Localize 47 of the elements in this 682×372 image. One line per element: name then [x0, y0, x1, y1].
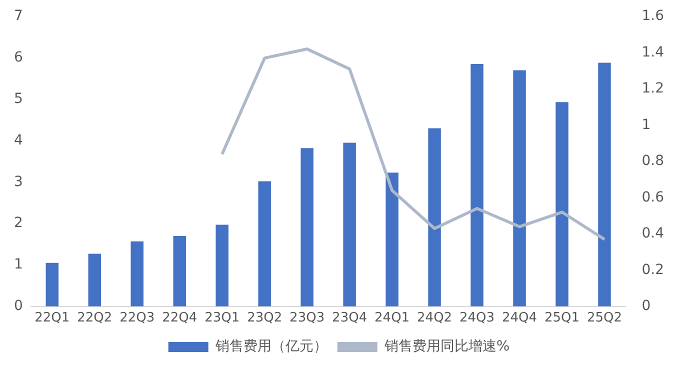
bar — [343, 142, 356, 306]
bar — [386, 172, 398, 306]
y2-tick-label: 0.8 — [642, 153, 664, 170]
x-tick-label: 23Q3 — [290, 310, 325, 326]
bar — [470, 64, 484, 306]
y-tick-label: 5 — [14, 90, 23, 107]
bar — [428, 128, 441, 306]
legend-label: 销售费用同比增速% — [383, 338, 510, 355]
bar — [300, 148, 314, 306]
bar — [216, 224, 228, 306]
y2-tick-label: 0 — [642, 298, 651, 314]
y2-tick-label: 0.6 — [642, 189, 664, 206]
y2-tick-label: 1.6 — [642, 8, 664, 24]
x-tick-label: 24Q4 — [502, 310, 538, 326]
y2-tick-label: 0.2 — [642, 262, 664, 278]
y-tick-label: 4 — [14, 132, 23, 148]
y-tick-label: 0 — [14, 298, 23, 314]
y2-tick-label: 1 — [642, 116, 651, 133]
x-tick-label: 23Q1 — [204, 310, 240, 326]
x-tick-label: 22Q2 — [77, 310, 112, 326]
x-tick-label: 24Q2 — [417, 310, 452, 326]
bar — [46, 262, 59, 306]
x-tick-label: 24Q1 — [374, 310, 410, 326]
y2-tick-label: 0.4 — [642, 226, 664, 242]
x-tick-label: 25Q2 — [586, 310, 622, 326]
y-tick-label: 7 — [14, 8, 23, 24]
bar — [556, 102, 568, 306]
y-tick-label: 6 — [14, 49, 23, 66]
x-tick-label: 22Q1 — [34, 310, 70, 326]
y2-tick-label: 1.2 — [642, 80, 664, 97]
y-tick-label: 2 — [14, 215, 23, 232]
y2-tick-label: 1.4 — [642, 44, 664, 60]
bar — [598, 62, 611, 306]
x-tick-label: 22Q4 — [162, 310, 198, 326]
bar — [130, 241, 144, 306]
x-tick-label: 22Q3 — [120, 310, 155, 326]
legend-label: 销售费用（亿元） — [214, 338, 328, 355]
y-tick-label: 3 — [14, 174, 23, 190]
bar — [88, 254, 102, 306]
x-tick-label: 23Q2 — [247, 310, 282, 326]
y-tick-label: 1 — [14, 256, 23, 273]
x-tick-label: 24Q3 — [460, 310, 495, 326]
x-tick-label: 25Q1 — [544, 310, 580, 326]
bar — [173, 236, 186, 306]
bar — [513, 70, 526, 306]
x-tick-label: 23Q4 — [332, 310, 368, 326]
bar — [258, 181, 271, 306]
